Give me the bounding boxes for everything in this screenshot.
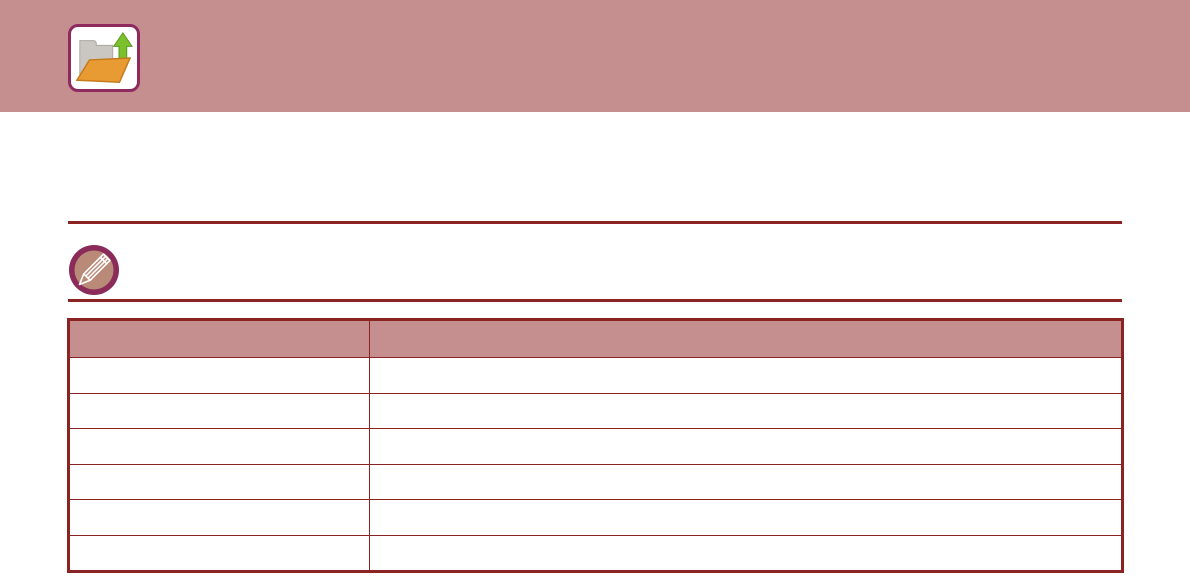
table-header-cell [68, 319, 370, 358]
table-cell [68, 357, 370, 394]
table-row [68, 357, 1123, 394]
table-cell [369, 392, 1123, 429]
table-header-cell [369, 319, 1123, 358]
pencil-note-icon [68, 244, 120, 296]
table-cell [369, 499, 1123, 536]
table-cell [68, 534, 370, 572]
table-cell [68, 499, 370, 536]
table-row [68, 534, 1123, 572]
table-cell [369, 357, 1123, 394]
table-row [68, 428, 1123, 465]
table-row [68, 463, 1123, 500]
divider-rule-top [68, 221, 1122, 224]
table-row [68, 499, 1123, 536]
table-cell [369, 428, 1123, 465]
table-cell [68, 428, 370, 465]
table-header-row [68, 319, 1123, 358]
note-text [136, 250, 1116, 290]
table-row [68, 392, 1123, 429]
page-header-band [0, 0, 1190, 112]
section-icon-box [68, 24, 140, 92]
table-cell [68, 392, 370, 429]
page-title [160, 38, 1120, 78]
table-cell [369, 463, 1123, 500]
settings-table [67, 318, 1124, 573]
divider-rule-bottom [68, 299, 1122, 302]
folder-upload-icon [72, 28, 136, 88]
settings-table-wrap [67, 318, 1124, 573]
table-cell [68, 463, 370, 500]
table-cell [369, 534, 1123, 572]
